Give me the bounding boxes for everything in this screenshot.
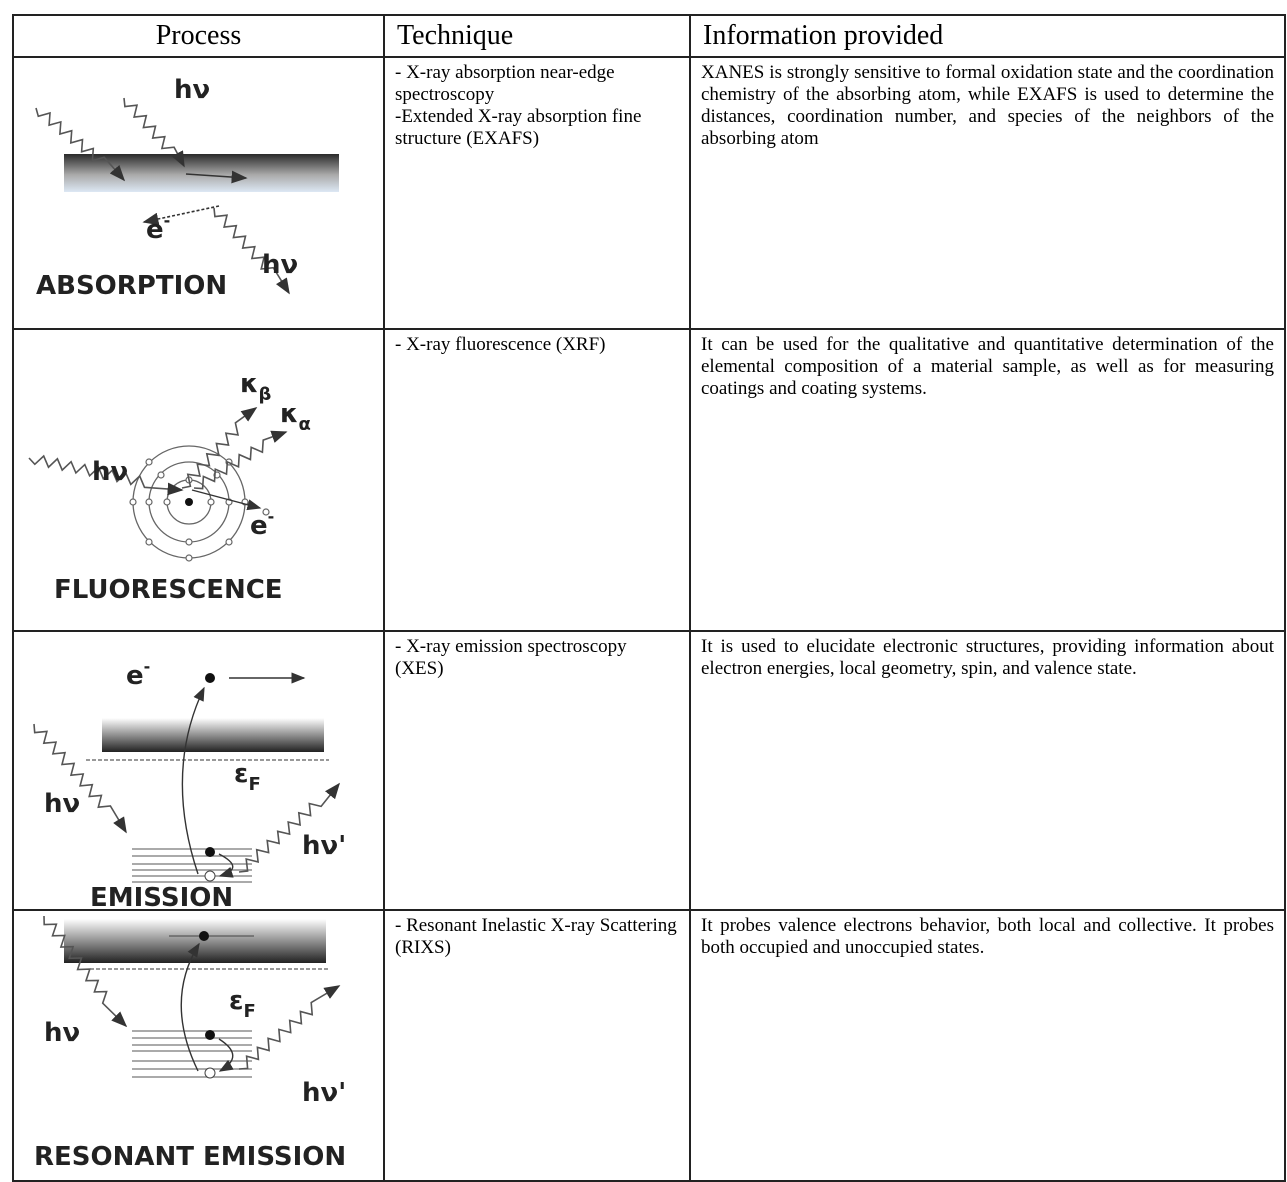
caption: FLUORESCENCE (54, 575, 283, 605)
label-text: e (146, 215, 164, 245)
header-cell: Process (12, 14, 385, 58)
label-text: ε (229, 986, 243, 1016)
label-text: hν' (302, 1078, 346, 1108)
caption: RESONANT EMISSION (34, 1142, 346, 1172)
label: εF (229, 986, 256, 1022)
label-text: hν (174, 75, 210, 105)
process-table: Process Technique Information provided h… (12, 14, 1286, 1182)
label: κα (280, 399, 311, 435)
wave-arrow (35, 107, 126, 182)
technique-item: - X-ray emission spectroscopy (XES) (395, 636, 627, 679)
label-sub: α (298, 414, 310, 435)
label: e- (126, 657, 150, 691)
label-text: κ (280, 399, 298, 429)
fluorescence-diagram: hν κβ κα e- FLUORESCENCE (28, 369, 311, 605)
label-text: hν (262, 250, 298, 280)
emission-diagram: e- εF hν hν' EMISSION (33, 657, 346, 907)
label-sup: - (144, 657, 151, 676)
label-text: hν (44, 789, 80, 819)
label-sup: - (164, 211, 171, 230)
label: e- (250, 507, 274, 541)
process-cell: hν κβ κα e- FLUORESCENCE (12, 328, 385, 632)
technique-cell: - X-ray emission spectroscopy (XES) (383, 630, 691, 911)
information-cell: It probes valence electrons behavior, bo… (689, 909, 1286, 1182)
label: εF (234, 759, 261, 795)
label-sub: F (248, 774, 260, 795)
caption: EMISSION (90, 883, 233, 907)
technique-item: -Extended X-ray absorption fine structur… (395, 106, 642, 149)
technique-item: - Resonant Inelastic X-ray Scattering (R… (395, 915, 677, 958)
label: κβ (240, 369, 271, 405)
information-cell: It is used to elucidate electronic struc… (689, 630, 1286, 911)
label: hν (174, 75, 210, 105)
label: hν (44, 1018, 80, 1048)
header-cell: Technique (383, 14, 691, 58)
wave-arrow (238, 782, 340, 873)
label-text: hν (44, 1018, 80, 1048)
label: hν' (302, 831, 346, 861)
wave-arrow (28, 454, 184, 496)
label-text: ε (234, 759, 248, 789)
label-text: κ (240, 369, 258, 399)
label-sup: - (268, 507, 275, 526)
information-cell: It can be used for the qualitative and q… (689, 328, 1286, 632)
header-cell: Information provided (689, 14, 1286, 58)
label-text: e (250, 511, 268, 541)
wave-arrow (193, 430, 288, 490)
wave-arrow (181, 407, 258, 489)
wave-arrow (33, 723, 127, 834)
process-cell: εF hν hν' RESONANT EMISSION (12, 909, 385, 1182)
wave-arrow (43, 915, 128, 1028)
label: e- (146, 211, 170, 245)
information-cell: XANES is strongly sensitive to formal ox… (689, 56, 1286, 330)
absorption-diagram: hν e- hν ABSORPTION (35, 75, 339, 301)
label-text: e (126, 661, 144, 691)
label: hν (92, 457, 128, 487)
label-sub: F (243, 1001, 255, 1022)
label-text: hν' (302, 831, 346, 861)
wave-arrow (213, 207, 290, 295)
process-cell: hν e- hν ABSORPTION (12, 56, 385, 330)
label-sub: β (258, 384, 271, 405)
label: hν (44, 789, 80, 819)
technique-cell: - X-ray absorption near-edge spectroscop… (383, 56, 691, 330)
label: hν (262, 250, 298, 280)
technique-cell: - X-ray fluorescence (XRF) (383, 328, 691, 632)
technique-item: - X-ray absorption near-edge spectroscop… (395, 62, 615, 105)
resonant-emission-diagram: εF hν hν' RESONANT EMISSION (34, 915, 346, 1172)
wave-arrow (123, 97, 185, 168)
wave-arrow (238, 985, 341, 1070)
caption: ABSORPTION (36, 271, 227, 301)
label: hν' (302, 1078, 346, 1108)
technique-item: - X-ray fluorescence (XRF) (395, 334, 606, 355)
label-text: hν (92, 457, 128, 487)
process-cell: e- εF hν hν' EMISSION (12, 630, 385, 911)
technique-cell: - Resonant Inelastic X-ray Scattering (R… (383, 909, 691, 1182)
